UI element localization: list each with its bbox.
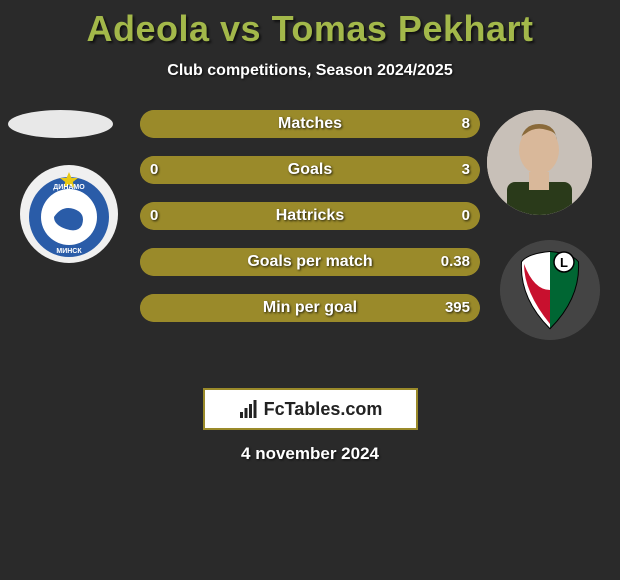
brand-text: FcTables.com (264, 399, 383, 420)
bar-left-value: 0 (150, 202, 158, 230)
brand-box: FcTables.com (203, 388, 418, 430)
stat-row: Goals per match0.38 (140, 248, 480, 276)
club-left-badge: ДИНАМО МИНСК (20, 165, 118, 263)
stat-row: Matches8 (140, 110, 480, 138)
player-left-avatar (8, 110, 113, 138)
bar-label: Goals per match (140, 248, 480, 276)
player-silhouette-icon (487, 110, 592, 215)
stat-row: Min per goal395 (140, 294, 480, 322)
bar-label: Matches (140, 110, 480, 138)
date-label: 4 november 2024 (0, 444, 620, 464)
bar-right-value: 0.38 (441, 248, 470, 276)
dinamo-badge-icon: ДИНАМО МИНСК (24, 169, 114, 259)
svg-text:ДИНАМО: ДИНАМО (53, 184, 85, 191)
bar-right-value: 0 (462, 202, 470, 230)
bar-label: Hattricks (140, 202, 480, 230)
stat-row: Goals0 3 (140, 156, 480, 184)
svg-text:L: L (560, 255, 568, 270)
bar-left-value: 0 (150, 156, 158, 184)
bar-right-value: 395 (445, 294, 470, 322)
club-right-badge: L (500, 240, 600, 340)
bar-label: Goals (140, 156, 480, 184)
bar-right-value: 3 (462, 156, 470, 184)
legia-badge-icon: L (500, 240, 600, 340)
bar-right-value: 8 (462, 110, 470, 138)
subtitle: Club competitions, Season 2024/2025 (0, 62, 620, 80)
comparison-area: ДИНАМО МИНСК L Matches8Goals03Hattricks0… (0, 110, 620, 370)
player-right-avatar (487, 110, 592, 215)
svg-text:МИНСК: МИНСК (56, 248, 82, 255)
chart-icon (238, 398, 260, 420)
stat-row: Hattricks0 0 (140, 202, 480, 230)
bar-label: Min per goal (140, 294, 480, 322)
page-title: Adeola vs Tomas Pekhart (0, 0, 620, 50)
stat-bars: Matches8Goals03Hattricks00Goals per matc… (140, 110, 480, 340)
